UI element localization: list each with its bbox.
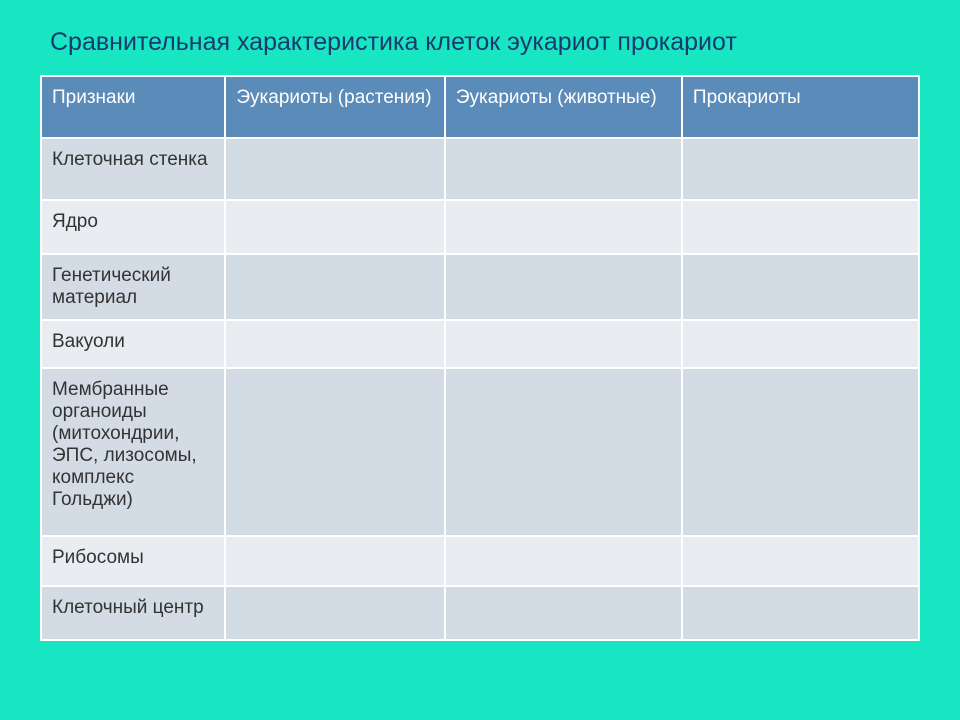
table-cell [682,368,919,536]
col-header-2: Эукариоты (животные) [445,76,682,138]
table-cell [445,138,682,200]
comparison-table: Признаки Эукариоты (растения) Эукариоты … [40,75,920,641]
table-cell [682,586,919,640]
row-label: Клеточный центр [41,586,225,640]
table-cell [682,320,919,368]
table-cell [445,536,682,586]
table-row: Клеточная стенка [41,138,919,200]
col-header-1: Эукариоты (растения) [225,76,445,138]
table-cell [445,586,682,640]
table-cell [445,368,682,536]
col-header-3: Прокариоты [682,76,919,138]
row-label: Ядро [41,200,225,254]
table-cell [445,254,682,320]
table-cell [682,536,919,586]
table-cell [682,200,919,254]
table-cell [225,200,445,254]
row-label: Вакуоли [41,320,225,368]
table-cell [682,138,919,200]
table-cell [225,254,445,320]
row-label: Мембранные органоиды (митохондрии, ЭПС, … [41,368,225,536]
table-cell [445,320,682,368]
col-header-0: Признаки [41,76,225,138]
table-row: Вакуоли [41,320,919,368]
table-row: Мембранные органоиды (митохондрии, ЭПС, … [41,368,919,536]
table-cell [445,200,682,254]
table-cell [225,586,445,640]
page-title: Сравнительная характеристика клеток эука… [50,28,920,57]
table-cell [682,254,919,320]
table-header-row: Признаки Эукариоты (растения) Эукариоты … [41,76,919,138]
table-cell [225,368,445,536]
table-cell [225,320,445,368]
table-row: Клеточный центр [41,586,919,640]
row-label: Генетический материал [41,254,225,320]
row-label: Клеточная стенка [41,138,225,200]
table-cell [225,138,445,200]
table-row: Ядро [41,200,919,254]
row-label: Рибосомы [41,536,225,586]
table-row: Рибосомы [41,536,919,586]
table-cell [225,536,445,586]
table-row: Генетический материал [41,254,919,320]
